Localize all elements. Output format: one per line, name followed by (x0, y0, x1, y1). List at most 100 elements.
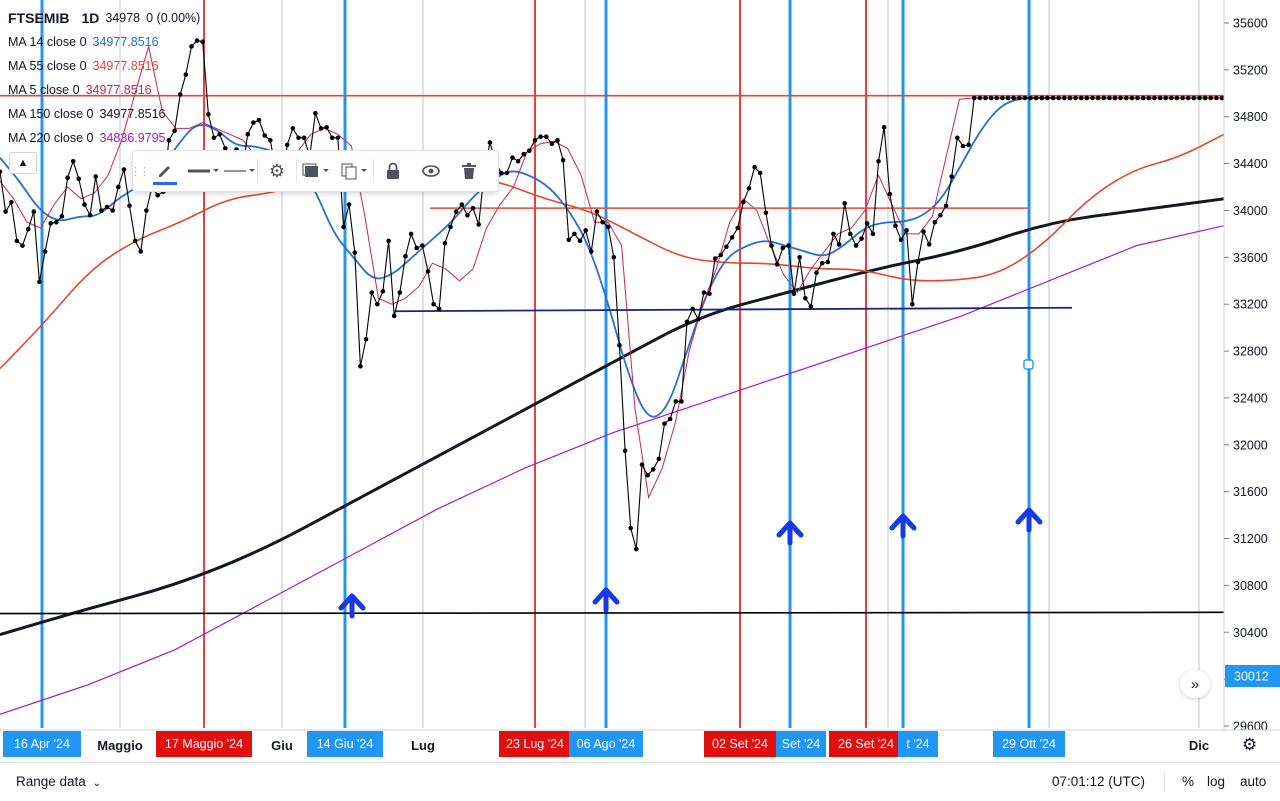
percent-scale-toggle[interactable]: % (1182, 774, 1195, 789)
price-point (1050, 95, 1056, 101)
base-support-line[interactable] (0, 611, 1225, 615)
price-point (1073, 95, 1078, 101)
utc-clock[interactable]: 07:01:12 (UTC) (1052, 774, 1146, 789)
date-badge[interactable] (898, 731, 938, 757)
price-point (14, 238, 20, 244)
legend-collapse-button[interactable]: ▲ (9, 152, 37, 174)
date-badge[interactable] (776, 731, 826, 757)
price-point (650, 467, 656, 472)
price-point (1185, 95, 1191, 101)
scroll-to-realtime-button[interactable]: » (1180, 670, 1210, 698)
price-point (808, 304, 814, 309)
ma-55-line[interactable] (0, 133, 1225, 370)
eye-icon (422, 165, 440, 177)
date-badge-label: 29 Ott '24 (1002, 737, 1056, 751)
y-tick-label: 34400 (1233, 157, 1268, 171)
lock-button[interactable] (374, 151, 412, 191)
price-point (696, 317, 701, 322)
price-point (256, 117, 262, 123)
y-tick-label: 29600 (1233, 720, 1268, 734)
price-point (904, 228, 909, 233)
support-trendline[interactable] (394, 306, 1073, 313)
price-point (583, 228, 588, 233)
price-point (797, 254, 802, 260)
legend-ma-row[interactable]: MA 220 close 0 34836.9795 (8, 126, 200, 150)
date-badge[interactable] (307, 731, 383, 757)
line-style-button[interactable] (185, 151, 221, 191)
ma-5-line[interactable] (0, 46, 1000, 500)
clone-icon (341, 163, 367, 180)
line-width-button[interactable] (221, 151, 257, 191)
date-badge[interactable] (993, 731, 1065, 757)
range-data-button[interactable]: Range data ⌄ (16, 774, 101, 789)
price-point (420, 243, 425, 248)
price-point (262, 133, 268, 138)
price-point (318, 126, 324, 131)
y-tick-label: 32400 (1233, 391, 1268, 405)
pencil-button[interactable] (145, 151, 185, 191)
drag-handle-icon[interactable]: ⋮⋮ (130, 165, 150, 178)
date-badge[interactable] (156, 731, 252, 757)
price-point (803, 296, 808, 301)
price-point (369, 290, 375, 295)
clone-button[interactable] (335, 151, 373, 191)
price-point (521, 151, 526, 157)
date-badge[interactable] (3, 731, 81, 757)
legend-ma-label: MA 55 close 0 (8, 59, 87, 73)
legend-ma-row[interactable]: MA 150 close 0 34977.8516 (8, 102, 200, 126)
legend-symbol[interactable]: FTSEMIB (8, 10, 70, 26)
date-badge[interactable] (704, 731, 776, 757)
up-arrows (338, 507, 1043, 619)
price-point (673, 399, 679, 404)
price-point (741, 200, 746, 205)
bottom-bar-divider (1164, 772, 1165, 792)
last-price-badge (1225, 665, 1280, 687)
settings-button[interactable]: ⚙ (258, 151, 296, 191)
price-point (1101, 95, 1106, 101)
price-point (375, 301, 380, 307)
date-badge[interactable] (569, 731, 643, 757)
price-point (724, 244, 729, 250)
bottom-bar: Range data ⌄ 07:01:12 (UTC) % log auto (0, 762, 1280, 801)
legend-ma-row[interactable]: MA 5 close 0 34977.8516 (8, 78, 200, 102)
price-point (510, 155, 515, 160)
price-point (780, 245, 786, 251)
price-point (70, 159, 76, 164)
drawing-anchor-handle[interactable] (1023, 359, 1034, 370)
price-point (864, 221, 870, 226)
price-point (842, 201, 847, 206)
ma-150-line[interactable] (0, 197, 1225, 637)
date-badge[interactable] (829, 731, 903, 757)
price-point (645, 473, 650, 478)
price-point (386, 238, 391, 244)
price-point (1157, 95, 1163, 101)
price-point (634, 546, 639, 552)
ma-220-line[interactable] (0, 225, 1225, 715)
legend-ma-value: 34977.8516 (92, 59, 159, 73)
price-point (859, 236, 864, 241)
delete-button[interactable] (450, 151, 488, 191)
price-point (476, 222, 482, 227)
fill-button[interactable] (297, 151, 335, 191)
toolbar-divider (257, 159, 258, 183)
price-point (622, 448, 628, 454)
price-point (200, 39, 205, 44)
price-point (1067, 95, 1073, 101)
auto-scale-toggle[interactable]: auto (1240, 774, 1267, 789)
legend-ma-row[interactable]: MA 14 close 0 34977.8516 (8, 30, 200, 54)
legend-ma-row[interactable]: MA 55 close 0 34977.8516 (8, 54, 200, 78)
log-scale-toggle[interactable]: log (1207, 774, 1226, 789)
price-point (1180, 95, 1185, 101)
legend-ma-label: MA 150 close 0 (8, 107, 94, 121)
price-point (662, 421, 667, 427)
chart-settings-gear-icon[interactable]: ⚙ (1242, 735, 1258, 754)
date-badge[interactable] (499, 731, 571, 757)
visibility-button[interactable] (412, 151, 450, 191)
y-tick-label: 35200 (1233, 63, 1268, 77)
price-point (1090, 95, 1095, 101)
price-point (206, 112, 211, 117)
price-point (487, 140, 493, 145)
price-point (391, 313, 397, 319)
price-point (127, 203, 132, 209)
